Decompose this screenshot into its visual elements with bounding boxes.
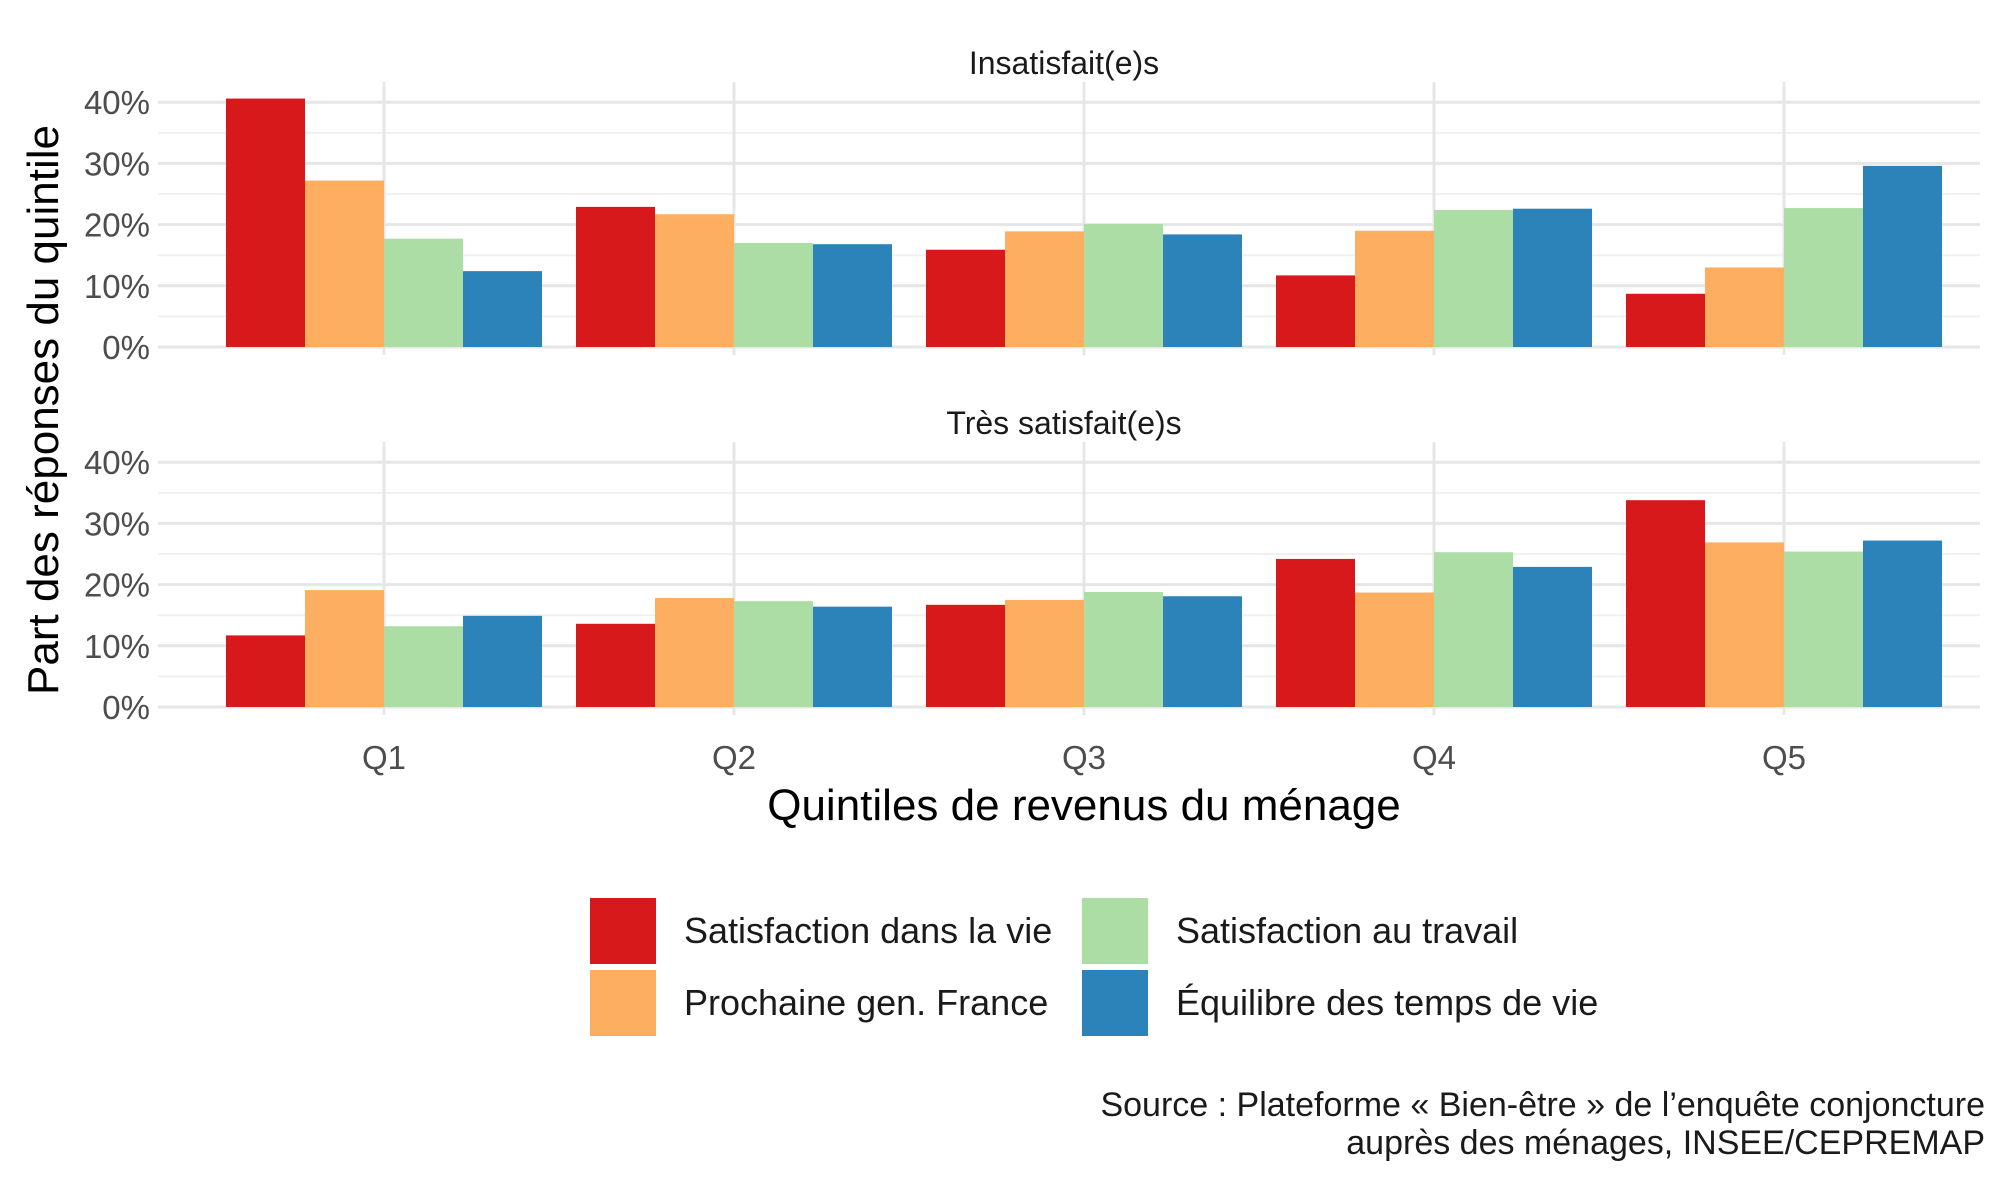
legend-label-satisfaction-vie: Satisfaction dans la vie	[684, 910, 1053, 951]
legend: Satisfaction dans la vie Prochaine gen. …	[590, 898, 1670, 1048]
panel-title: Très satisfait(e)s	[946, 405, 1181, 441]
bar	[926, 604, 1005, 707]
legend-swatch-satisfaction-vie	[590, 898, 656, 964]
x-axis-title: Quintiles de revenus du ménage	[767, 781, 1401, 830]
bar	[305, 180, 384, 347]
bar	[1434, 209, 1513, 347]
y-tick-label: 20%	[84, 567, 150, 604]
legend-label-satisfaction-travail: Satisfaction au travail	[1176, 910, 1519, 951]
bar	[1863, 540, 1942, 707]
bar	[1626, 293, 1705, 347]
bar	[305, 590, 384, 707]
y-tick-label: 20%	[84, 207, 150, 244]
bar	[463, 271, 542, 347]
bar	[463, 615, 542, 707]
legend-swatch-prochaine-gen	[590, 970, 656, 1036]
bar	[1784, 208, 1863, 347]
bar	[1355, 592, 1434, 707]
bar	[926, 249, 1005, 347]
bar	[226, 98, 305, 347]
bar	[813, 606, 892, 707]
y-axis-title: Part des réponses du quintile	[19, 125, 68, 695]
y-tick-label: 30%	[84, 505, 150, 542]
bar	[576, 623, 655, 707]
bar	[1005, 599, 1084, 707]
source-line-2: auprès des ménages, INSEE/CEPREMAP	[1346, 1124, 1985, 1162]
bar	[655, 598, 734, 707]
y-tick-label: 0%	[102, 329, 150, 366]
legend-swatch-equilibre-temps	[1082, 970, 1148, 1036]
legend-item-equilibre-temps: Équilibre des temps de vie	[1082, 970, 1598, 1036]
x-tick-label: Q3	[1062, 739, 1106, 776]
bar	[734, 242, 813, 347]
x-tick-label: Q4	[1412, 739, 1456, 776]
bar	[1705, 267, 1784, 347]
bar	[226, 635, 305, 707]
bar	[1513, 208, 1592, 347]
y-tick-label: 10%	[84, 628, 150, 665]
bar	[1863, 165, 1942, 347]
legend-label-equilibre-temps: Équilibre des temps de vie	[1176, 982, 1599, 1023]
bar	[1355, 230, 1434, 347]
panel-title: Insatisfait(e)s	[969, 45, 1159, 81]
bar	[1276, 558, 1355, 707]
x-tick-label: Q2	[712, 739, 756, 776]
bar	[1705, 542, 1784, 707]
source-note: Source : Plateforme « Bien-être » de l’e…	[1100, 1086, 1985, 1162]
bar	[1513, 566, 1592, 707]
x-tick-label: Q1	[362, 739, 406, 776]
bar	[1276, 275, 1355, 347]
legend-item-prochaine-gen: Prochaine gen. France	[590, 970, 1048, 1036]
bar	[1084, 591, 1163, 707]
y-tick-label: 30%	[84, 145, 150, 182]
source-line-1: Source : Plateforme « Bien-être » de l’e…	[1100, 1086, 1985, 1124]
bar	[1163, 234, 1242, 347]
legend-swatch-satisfaction-travail	[1082, 898, 1148, 964]
bar	[1084, 224, 1163, 347]
legend-label-prochaine-gen: Prochaine gen. France	[684, 982, 1049, 1023]
legend-item-satisfaction-travail: Satisfaction au travail	[1082, 898, 1518, 964]
bar	[1005, 231, 1084, 347]
bar	[384, 238, 463, 347]
bar	[813, 244, 892, 347]
y-tick-label: 10%	[84, 268, 150, 305]
y-tick-label: 40%	[84, 84, 150, 121]
bar	[1784, 551, 1863, 707]
bar	[1626, 500, 1705, 707]
bar	[1163, 596, 1242, 707]
bar	[734, 601, 813, 707]
y-tick-label: 0%	[102, 689, 150, 726]
bar	[384, 626, 463, 707]
bar	[655, 214, 734, 347]
bar	[1434, 552, 1513, 707]
y-tick-label: 40%	[84, 444, 150, 481]
legend-item-satisfaction-vie: Satisfaction dans la vie	[590, 898, 1052, 964]
bar	[576, 206, 655, 347]
x-tick-label: Q5	[1762, 739, 1806, 776]
